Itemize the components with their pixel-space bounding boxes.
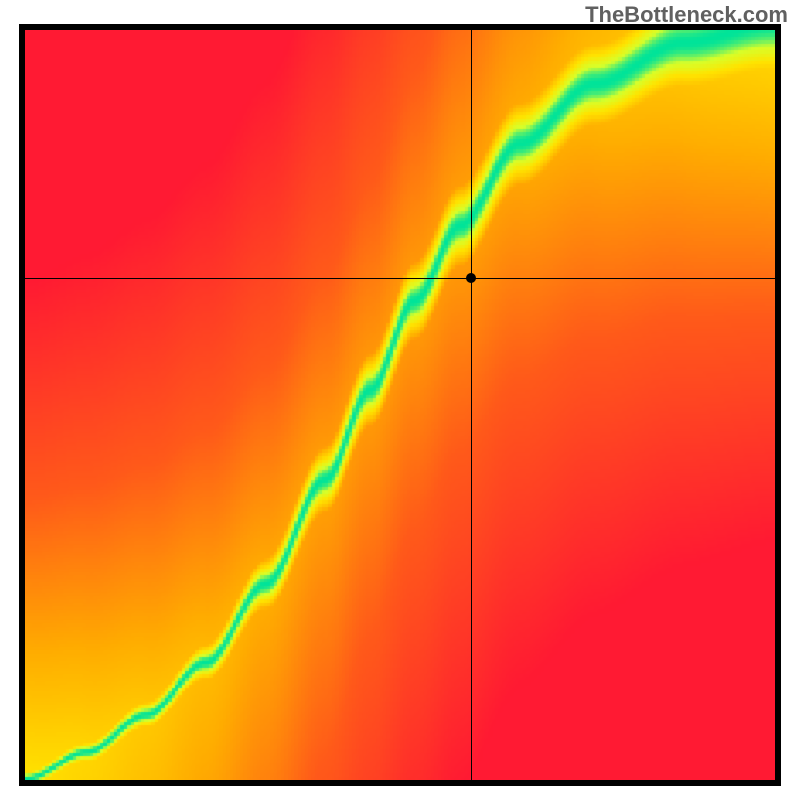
crosshair-horizontal [25,278,775,279]
watermark-text: TheBottleneck.com [585,2,788,28]
crosshair-marker [466,273,476,283]
heatmap-canvas [25,30,775,780]
crosshair-vertical [471,30,472,780]
plot-area [25,30,775,780]
